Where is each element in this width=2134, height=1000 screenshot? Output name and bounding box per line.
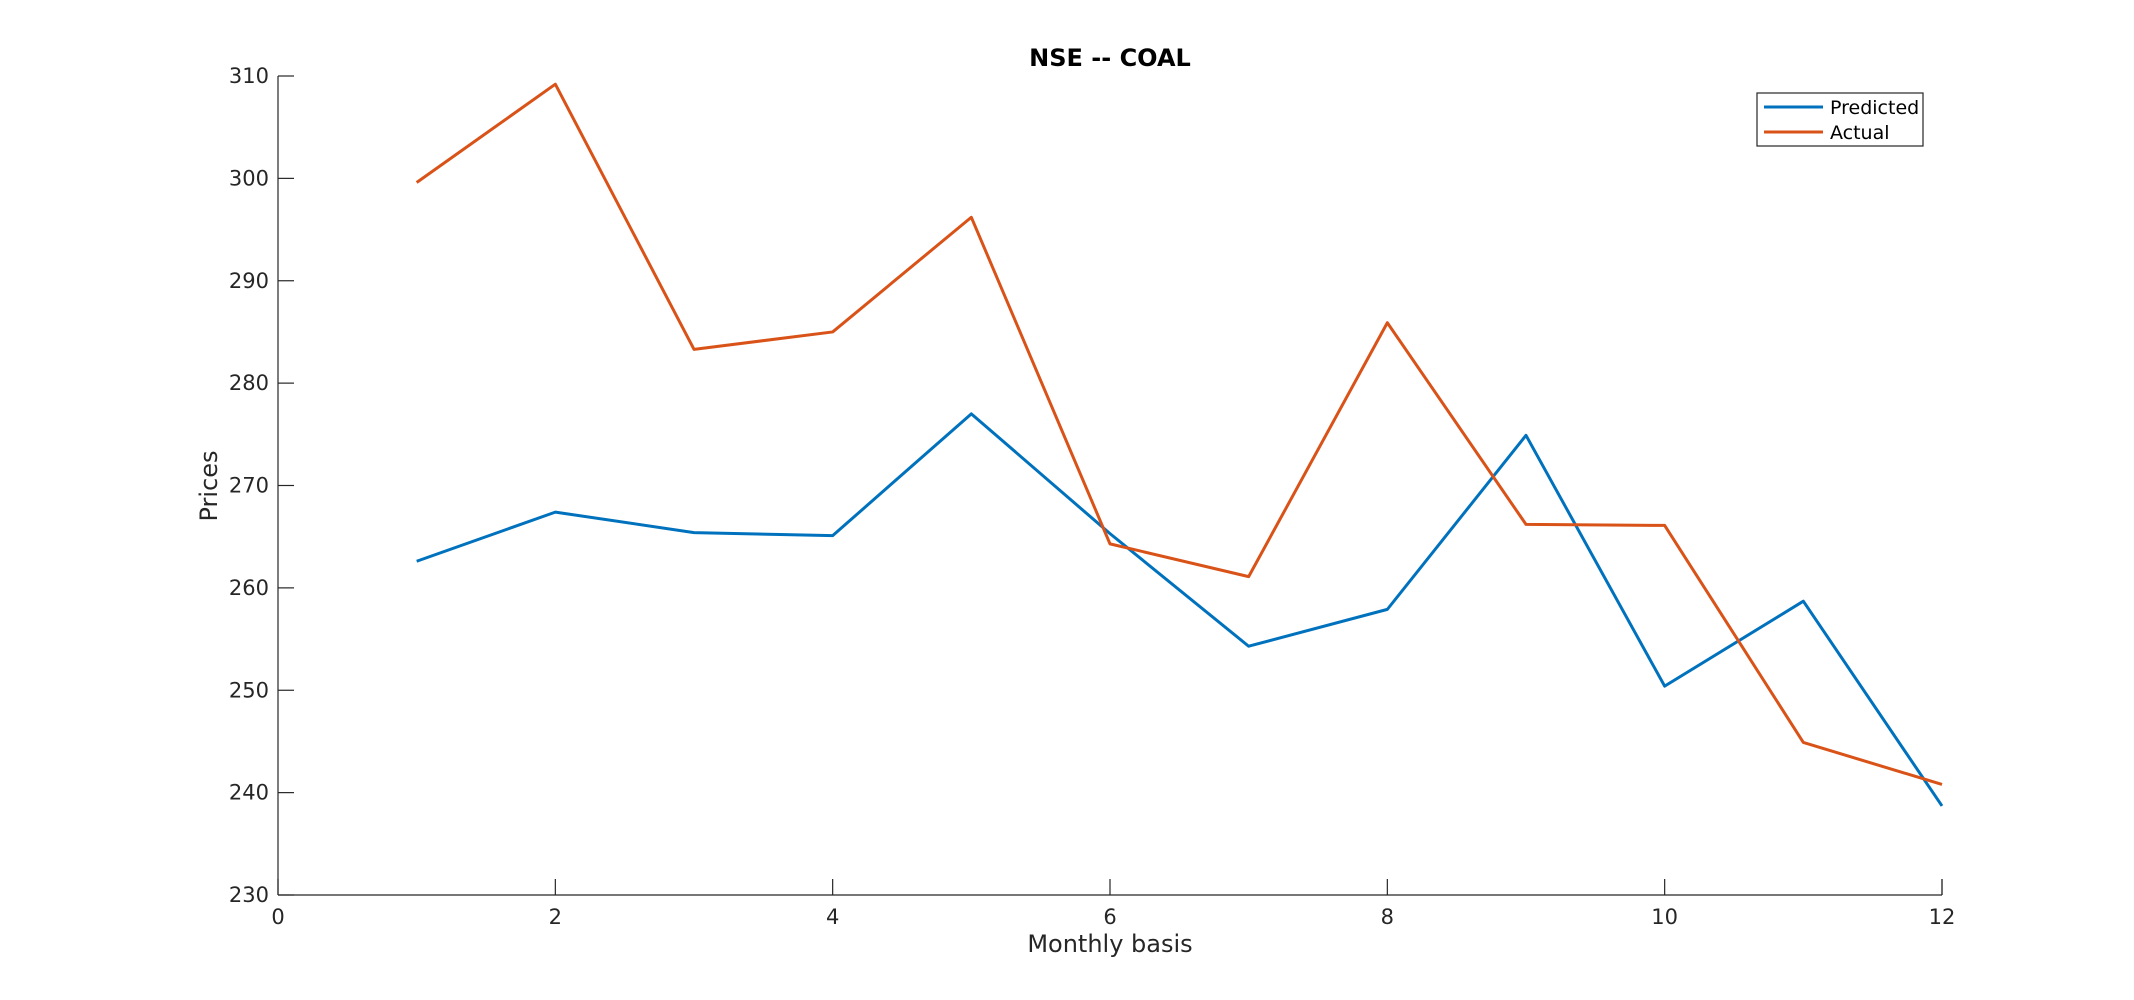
series-line-predicted (416, 412, 1944, 807)
y-tick-label-290: 290 (229, 269, 269, 293)
axes (277, 76, 1943, 896)
y-tick-label-280: 280 (229, 371, 269, 395)
x-tick-label-10: 10 (1651, 905, 1678, 929)
x-tick-label-8: 8 (1381, 905, 1394, 929)
y-axis-label: Prices (195, 450, 223, 521)
x-tick-label-12: 12 (1929, 905, 1956, 929)
y-tick-label-260: 260 (229, 576, 269, 600)
y-tick-label-310: 310 (229, 64, 269, 88)
y-tick-label-300: 300 (229, 166, 269, 190)
legend-label-predicted: Predicted (1830, 97, 1919, 119)
x-tick-label-6: 6 (1103, 905, 1116, 929)
x-tick-label-4: 4 (826, 905, 839, 929)
legend-label-actual: Actual (1830, 122, 1890, 144)
x-tick-label-0: 0 (271, 905, 284, 929)
x-tick-label-2: 2 (549, 905, 562, 929)
y-tick-label-230: 230 (229, 883, 269, 907)
legend-box (1756, 92, 1924, 147)
legend: Predicted Actual (1756, 92, 1924, 147)
y-tick-label-240: 240 (229, 781, 269, 805)
chart-title: NSE -- COAL (1029, 44, 1191, 72)
y-tick-label-270: 270 (229, 474, 269, 498)
series-line-actual (415, 82, 1943, 786)
series-group (415, 82, 1944, 807)
y-tick-label-250: 250 (229, 678, 269, 702)
y-ticks: 230 240 250 260 270 280 290 300 310 (229, 64, 294, 907)
x-ticks: 0 2 4 6 8 10 12 (271, 879, 1955, 929)
x-axis-label: Monthly basis (1027, 930, 1192, 958)
